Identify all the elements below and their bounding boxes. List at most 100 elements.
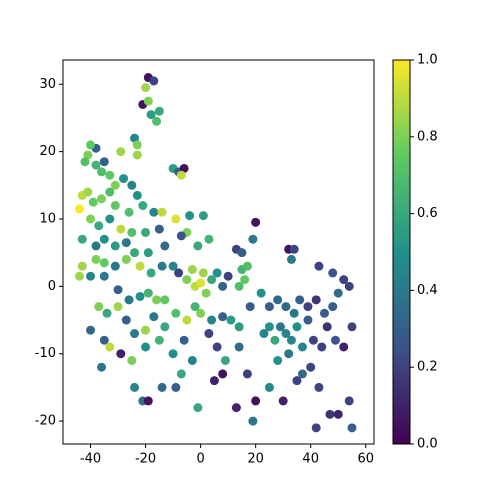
point [292,376,302,386]
point [251,396,261,406]
point [234,322,244,332]
point [149,207,159,217]
y-tick-label: -10 [35,346,56,361]
point [311,423,321,433]
point [311,295,321,305]
point [226,315,236,325]
point [286,254,296,264]
point [347,322,357,332]
point [264,382,274,392]
point [80,157,90,167]
point [234,342,244,352]
point [141,325,151,335]
point [212,268,222,278]
point [284,349,294,359]
point [218,281,228,291]
point [273,295,283,305]
point [174,268,184,278]
point [83,150,93,160]
point [121,315,131,325]
point [218,312,228,322]
point [275,322,285,332]
point [99,335,109,345]
point [119,174,129,184]
point [176,170,186,180]
point [207,275,217,285]
point [130,133,140,143]
point [317,342,327,352]
point [289,308,299,318]
point [97,167,107,177]
point [171,214,181,224]
point [86,140,96,150]
point [171,382,181,392]
point [303,302,313,312]
point [333,409,343,419]
point [209,376,219,386]
point [325,409,335,419]
point [94,302,104,312]
point [295,295,305,305]
point [264,302,274,312]
point [94,221,104,231]
point [135,261,145,271]
point [240,275,250,285]
point [297,342,307,352]
point [105,187,115,197]
point [116,224,126,234]
point [157,382,167,392]
point [196,308,206,318]
point [121,238,131,248]
point [83,187,93,197]
point [105,170,115,180]
point [143,396,153,406]
point [281,302,291,312]
point [132,140,142,150]
point [190,302,200,312]
point [127,227,137,237]
point [105,342,115,352]
point [168,261,178,271]
colorbar-tick-label: 1.0 [417,53,438,68]
point [154,335,164,345]
point [91,241,101,251]
point [135,291,145,301]
point [297,369,307,379]
point [273,355,283,365]
point [116,147,126,157]
colorbar-tick-label: 0.0 [417,437,438,452]
point [124,207,134,217]
point [196,278,206,288]
point [132,190,142,200]
point [330,335,340,345]
point [314,382,324,392]
point [176,231,186,241]
point [110,241,120,251]
point [130,248,140,258]
point [234,281,244,291]
x-tick-label: 0 [196,452,204,467]
point [333,288,343,298]
point [204,329,214,339]
point [248,234,258,244]
point [86,214,96,224]
point [124,295,134,305]
point [171,308,181,318]
point [176,369,186,379]
point [121,254,131,264]
point [132,150,142,160]
x-tick-label: 20 [247,452,264,467]
point [245,302,255,312]
point [152,116,162,126]
point [223,271,233,281]
y-tick-label: 10 [39,211,56,226]
point [193,241,203,251]
point [99,258,109,268]
point [110,201,120,211]
point [344,396,354,406]
point [130,382,140,392]
point [231,403,241,413]
point [105,214,115,224]
point [179,163,189,173]
